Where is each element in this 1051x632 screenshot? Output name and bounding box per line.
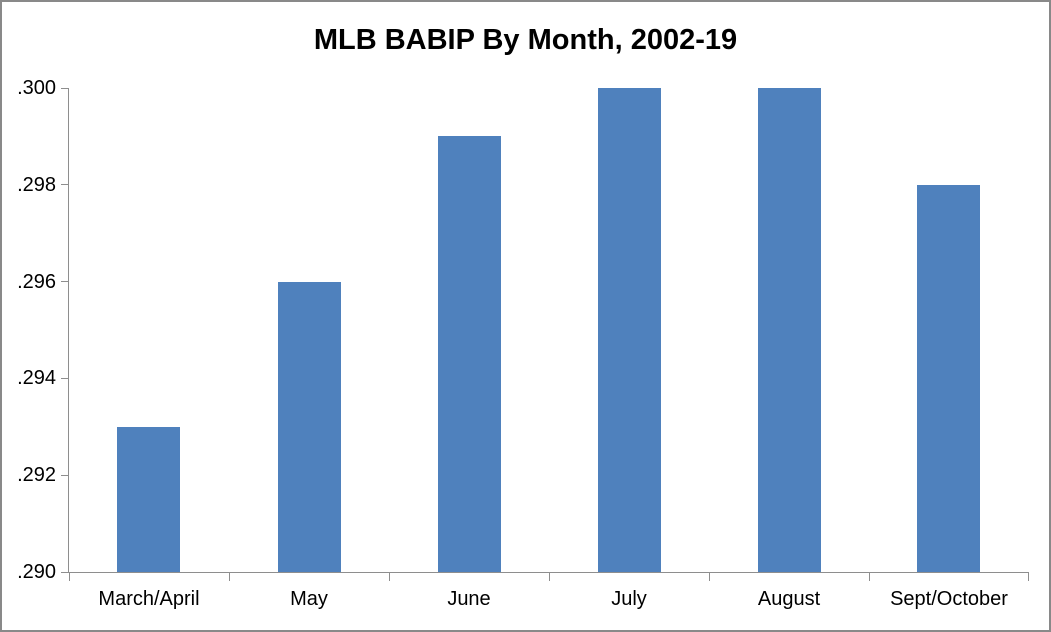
bar [277, 281, 341, 572]
y-axis-tick [61, 281, 69, 283]
x-axis-tick [1028, 572, 1029, 581]
x-axis-label: August [757, 588, 821, 610]
x-axis-tick [708, 572, 710, 581]
y-axis-tick [61, 474, 69, 476]
x-axis-label: June [447, 588, 491, 610]
y-axis-tick-label: .290 [17, 561, 56, 583]
x-axis-label: Sept/October [890, 588, 1008, 610]
x-axis-label: March/April [98, 588, 200, 610]
y-axis-tick [61, 184, 69, 186]
bar [917, 184, 981, 572]
y-axis-tick-label: .294 [17, 367, 56, 390]
y-axis-tick [61, 571, 69, 573]
y-axis-tick-label: .300 [17, 77, 56, 99]
x-axis-label: May [290, 588, 328, 610]
x-axis-tick [69, 572, 70, 581]
y-axis-tick [61, 87, 69, 89]
x-axis-tick [228, 572, 230, 581]
plot-area: .290 .292 .294 .296 .298 .300 March/April May Ju… [17, 78, 1029, 609]
bar [437, 136, 501, 572]
y-axis-tick-label: .292 [17, 464, 56, 487]
x-axis-tick [549, 572, 550, 581]
chart-title: MLB BABIP By Month, 2002-19 [313, 24, 738, 56]
y-axis-tick-label: .298 [17, 173, 56, 196]
x-axis-label: July [611, 588, 647, 610]
y-axis-tick-label: .296 [17, 270, 56, 293]
y-axis-tick [61, 377, 69, 379]
bar [117, 426, 181, 572]
x-axis-tick [388, 572, 390, 581]
bar [757, 88, 821, 572]
x-axis-tick [869, 572, 870, 581]
bar [597, 88, 661, 572]
